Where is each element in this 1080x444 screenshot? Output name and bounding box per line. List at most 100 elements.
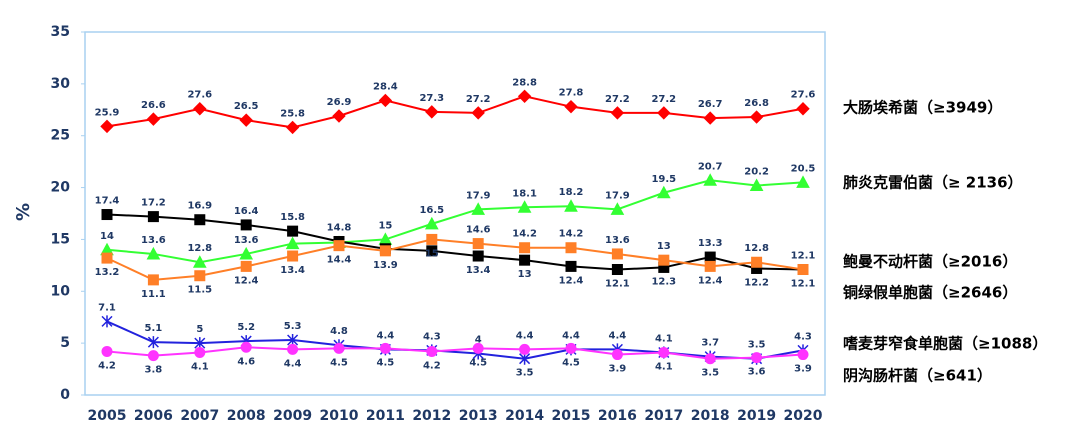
y-axis-label: % (13, 203, 34, 221)
marker (101, 315, 113, 328)
value-label: 27.3 (419, 93, 444, 104)
value-label: 12.2 (744, 277, 769, 288)
marker (101, 252, 113, 264)
value-label: 13.6 (141, 235, 166, 246)
x-tick-label: 2017 (644, 408, 683, 424)
marker (611, 264, 623, 276)
value-label: 14.2 (512, 229, 537, 240)
marker (240, 260, 252, 272)
marker (749, 110, 764, 124)
x-tick-label: 2009 (273, 408, 312, 424)
value-label: 18.1 (512, 188, 537, 199)
marker (146, 246, 161, 260)
value-label: 26.5 (234, 101, 259, 112)
y-tick-label: 0 (60, 387, 70, 403)
value-label: 12.4 (698, 275, 723, 286)
x-tick-label: 2010 (320, 408, 359, 424)
value-label: 7.1 (98, 302, 116, 313)
marker (703, 111, 717, 125)
value-label: 27.6 (791, 90, 816, 101)
value-label: 14.4 (327, 255, 352, 266)
x-tick-label: 2016 (598, 408, 637, 424)
marker (192, 255, 207, 268)
y-tick-label: 25 (51, 128, 70, 144)
marker (797, 349, 809, 361)
marker (379, 245, 391, 257)
marker (565, 342, 577, 354)
value-label: 13.6 (234, 235, 259, 246)
marker (287, 343, 299, 355)
marker (426, 233, 438, 245)
value-label: 4 (475, 335, 482, 346)
marker (610, 202, 625, 215)
value-label: 20.2 (744, 166, 769, 177)
value-label: 12.8 (744, 243, 769, 254)
value-label: 4.5 (377, 357, 395, 368)
value-label: 27.2 (466, 94, 491, 105)
value-label: 14.2 (559, 229, 584, 240)
value-label: 28.4 (373, 81, 398, 92)
value-label: 26.6 (141, 100, 166, 111)
value-label: 3.7 (701, 338, 719, 349)
x-tick-label: 2008 (227, 408, 266, 424)
value-label: 16.9 (187, 201, 212, 212)
marker (517, 200, 532, 213)
marker (147, 350, 159, 362)
value-label: 5 (196, 324, 203, 335)
value-label: 12.4 (234, 275, 259, 286)
value-label: 27.2 (651, 94, 676, 105)
value-label: 5.2 (237, 322, 255, 333)
marker (147, 274, 159, 286)
value-label: 13 (657, 241, 671, 252)
plot-frame (84, 31, 826, 396)
value-label: 20.5 (791, 163, 816, 174)
value-label: 20.7 (698, 161, 723, 172)
x-tick-label: 2019 (737, 408, 776, 424)
marker (564, 99, 578, 114)
legend-label: 大肠埃希菌（≥3949） (843, 99, 1002, 117)
series-line (106, 238, 804, 281)
value-label: 13 (518, 269, 532, 280)
value-label: 4.3 (794, 331, 812, 342)
marker (472, 238, 484, 250)
marker (704, 260, 716, 272)
value-label: 27.8 (559, 88, 584, 99)
y-tick-label: 10 (51, 283, 71, 299)
value-label: 25.8 (280, 108, 305, 119)
marker (240, 341, 252, 353)
y-tick-label: 30 (51, 76, 71, 92)
marker (657, 106, 671, 120)
value-label: 4.2 (423, 360, 441, 371)
marker (751, 256, 763, 268)
value-label: 27.6 (187, 90, 212, 101)
marker (703, 173, 718, 186)
y-tick-label: 20 (51, 180, 71, 196)
value-label: 4.3 (423, 331, 441, 342)
marker (796, 102, 810, 116)
value-label: 12.4 (559, 275, 584, 286)
x-tick-label: 2007 (180, 408, 219, 424)
value-label: 16.4 (234, 206, 259, 217)
marker (519, 343, 531, 355)
marker (239, 246, 254, 260)
marker (147, 211, 159, 223)
x-tick-label: 2015 (552, 408, 591, 424)
legend-label: 肺炎克雷伯菌（≥ 2136） (843, 174, 1023, 192)
value-label: 3.5 (516, 368, 534, 379)
marker (333, 240, 345, 252)
value-label: 3.5 (701, 368, 719, 379)
value-label: 13.9 (373, 260, 398, 271)
x-tick-label: 2018 (691, 408, 730, 424)
marker (797, 264, 809, 276)
value-label: 12.1 (791, 251, 816, 262)
marker (472, 342, 484, 354)
value-label: 25.9 (95, 107, 120, 118)
value-label: 27.2 (605, 94, 630, 105)
value-label: 4.4 (377, 330, 395, 341)
value-label: 14.6 (466, 225, 491, 236)
marker (333, 342, 345, 354)
marker (611, 349, 623, 361)
marker (517, 89, 532, 104)
value-label: 15.8 (280, 212, 305, 223)
value-label: 13.4 (466, 265, 491, 276)
